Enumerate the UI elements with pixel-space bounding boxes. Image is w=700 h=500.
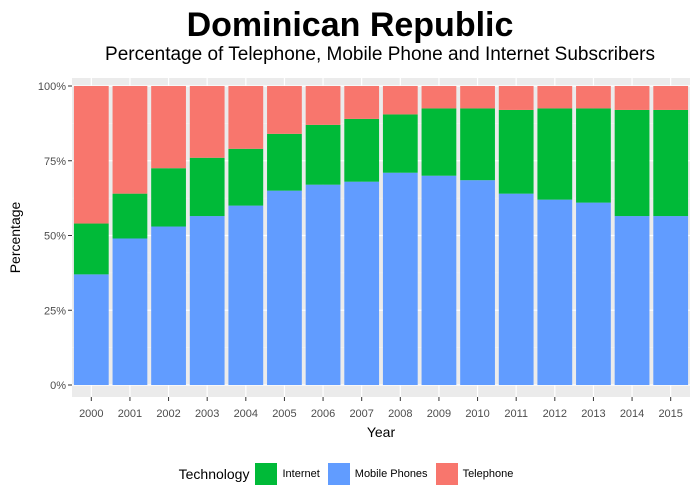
bar-internet-2001 bbox=[112, 193, 148, 239]
bar-mobile-phones-2002 bbox=[151, 226, 186, 385]
bar-telephone-2015 bbox=[653, 86, 689, 110]
legend-label-mobile-phones: Mobile Phones bbox=[354, 468, 428, 480]
y-tick-label: 100% bbox=[38, 81, 66, 93]
bar-mobile-phones-2011 bbox=[498, 193, 534, 385]
x-tick-label: 2014 bbox=[620, 408, 644, 420]
bar-internet-2008 bbox=[382, 114, 418, 173]
bar-mobile-phones-2012 bbox=[537, 199, 573, 385]
bar-telephone-2009 bbox=[421, 86, 457, 109]
legend-swatch-telephone bbox=[435, 463, 458, 485]
bar-telephone-2002 bbox=[151, 86, 186, 169]
bar-mobile-phones-2006 bbox=[305, 184, 341, 385]
x-tick-label: 2012 bbox=[543, 408, 567, 420]
bar-internet-2014 bbox=[614, 109, 650, 217]
bar-internet-2004 bbox=[228, 148, 264, 206]
x-tick-label: 2000 bbox=[79, 408, 103, 420]
bar-telephone-2006 bbox=[305, 86, 341, 125]
bar-mobile-phones-2008 bbox=[382, 172, 418, 385]
bar-internet-2002 bbox=[151, 168, 186, 227]
bar-mobile-phones-2015 bbox=[653, 216, 689, 385]
legend-item-mobile-phones: Mobile Phones bbox=[327, 463, 428, 485]
x-tick-label: 2013 bbox=[581, 408, 605, 420]
legend-label-internet: Internet bbox=[282, 468, 320, 480]
x-tick-label: 2008 bbox=[388, 408, 412, 420]
y-tick-label: 50% bbox=[44, 231, 66, 243]
bar-internet-2003 bbox=[189, 157, 225, 217]
bar-mobile-phones-2014 bbox=[614, 216, 650, 385]
bar-telephone-2007 bbox=[344, 86, 380, 119]
bar-internet-2007 bbox=[344, 118, 380, 182]
bar-internet-2015 bbox=[653, 109, 689, 217]
bar-telephone-2014 bbox=[614, 86, 650, 110]
bar-mobile-phones-2005 bbox=[267, 190, 302, 385]
legend-item-telephone: Telephone bbox=[435, 463, 514, 485]
legend: Technology Internet Mobile Phones Teleph… bbox=[0, 460, 700, 488]
x-tick-label: 2004 bbox=[234, 408, 258, 420]
bar-telephone-2010 bbox=[460, 86, 495, 109]
legend-swatch-mobile-phones bbox=[327, 463, 350, 485]
bar-telephone-2013 bbox=[576, 86, 611, 109]
bar-internet-2000 bbox=[73, 223, 109, 275]
bar-internet-2009 bbox=[421, 108, 457, 176]
bar-internet-2012 bbox=[537, 108, 573, 200]
stacked-bar-chart: 0% 25% 50% 75% 100% 2000 2001 2002 2003 2004 2005 2… bbox=[7, 78, 690, 440]
bar-mobile-phones-2013 bbox=[576, 202, 611, 385]
bar-telephone-2003 bbox=[189, 86, 225, 158]
bar-mobile-phones-2007 bbox=[344, 181, 380, 385]
bar-internet-2006 bbox=[305, 124, 341, 185]
bar-telephone-2005 bbox=[267, 86, 302, 134]
legend-title: Technology bbox=[178, 466, 250, 482]
bar-mobile-phones-2001 bbox=[112, 238, 148, 385]
x-tick-label: 2001 bbox=[118, 408, 142, 420]
bar-mobile-phones-2009 bbox=[421, 175, 457, 385]
x-tick-label: 2003 bbox=[195, 408, 219, 420]
x-tick-label: 2005 bbox=[272, 408, 296, 420]
x-tick-label: 2007 bbox=[349, 408, 373, 420]
bar-telephone-2001 bbox=[112, 86, 148, 194]
chart-subtitle: Percentage of Telephone, Mobile Phone an… bbox=[105, 44, 655, 65]
bar-internet-2005 bbox=[267, 133, 302, 191]
y-tick-label: 75% bbox=[44, 156, 66, 168]
x-tick-label: 2002 bbox=[156, 408, 180, 420]
bar-telephone-2011 bbox=[498, 86, 534, 110]
legend-label-telephone: Telephone bbox=[462, 468, 514, 480]
legend-swatch-internet bbox=[255, 463, 278, 485]
x-tick-label: 2010 bbox=[465, 408, 489, 420]
legend-item-internet: Internet bbox=[255, 463, 320, 485]
bar-telephone-2012 bbox=[537, 86, 573, 109]
bar-telephone-2004 bbox=[228, 86, 264, 149]
x-tick-label: 2011 bbox=[504, 408, 528, 420]
y-tick-label: 25% bbox=[44, 305, 66, 317]
bar-internet-2013 bbox=[576, 108, 611, 203]
bar-telephone-2008 bbox=[382, 86, 418, 115]
bar-internet-2010 bbox=[460, 108, 495, 181]
bar-mobile-phones-2010 bbox=[460, 180, 495, 385]
x-axis-title: Year bbox=[367, 424, 396, 440]
bar-mobile-phones-2003 bbox=[189, 216, 225, 385]
bar-mobile-phones-2000 bbox=[73, 274, 109, 385]
chart-title: Dominican Republic bbox=[186, 6, 514, 44]
bar-internet-2011 bbox=[498, 109, 534, 194]
bar-telephone-2000 bbox=[73, 86, 109, 224]
y-axis-title: Percentage bbox=[7, 201, 23, 273]
bar-mobile-phones-2004 bbox=[228, 205, 264, 385]
x-tick-label: 2009 bbox=[427, 408, 451, 420]
x-tick-label: 2006 bbox=[311, 408, 335, 420]
x-tick-label: 2015 bbox=[658, 408, 682, 420]
y-tick-label: 0% bbox=[50, 380, 66, 392]
